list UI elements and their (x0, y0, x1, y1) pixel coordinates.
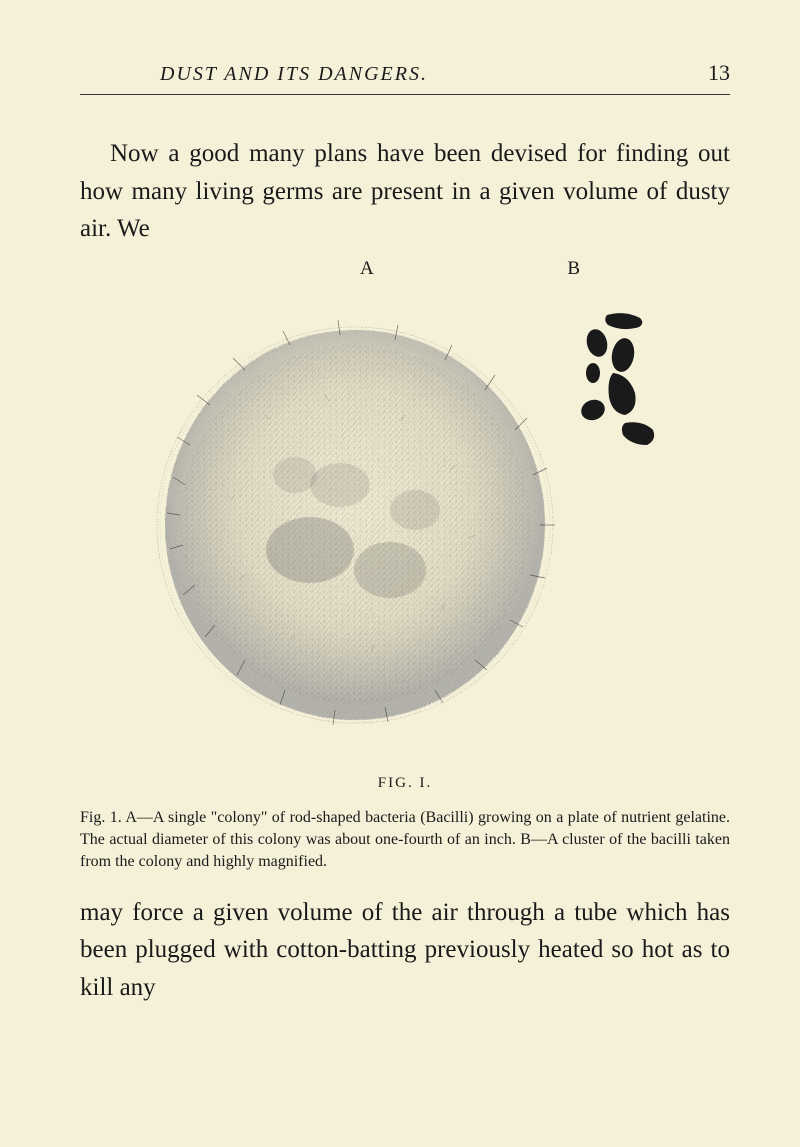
paragraph-1: Now a good many plans have been devised … (80, 135, 730, 248)
figure-caption: FIG. I. (80, 775, 730, 792)
bacilli-b (578, 313, 654, 445)
running-title: DUST AND ITS DANGERS. (160, 63, 428, 86)
figure-description: Fig. 1. A—A single "colony" of rod-shape… (80, 807, 730, 874)
figure-illustration (125, 285, 685, 760)
page-number: 13 (708, 60, 730, 86)
figure-1: A B (80, 258, 730, 792)
figure-label-b: B (567, 258, 580, 280)
page-header: DUST AND ITS DANGERS. 13 (80, 60, 730, 95)
figure-label-a: A (360, 258, 374, 280)
paragraph-2: may force a given volume of the air thro… (80, 894, 730, 1007)
colony-a (157, 320, 555, 725)
figure-labels: A B (80, 258, 730, 280)
